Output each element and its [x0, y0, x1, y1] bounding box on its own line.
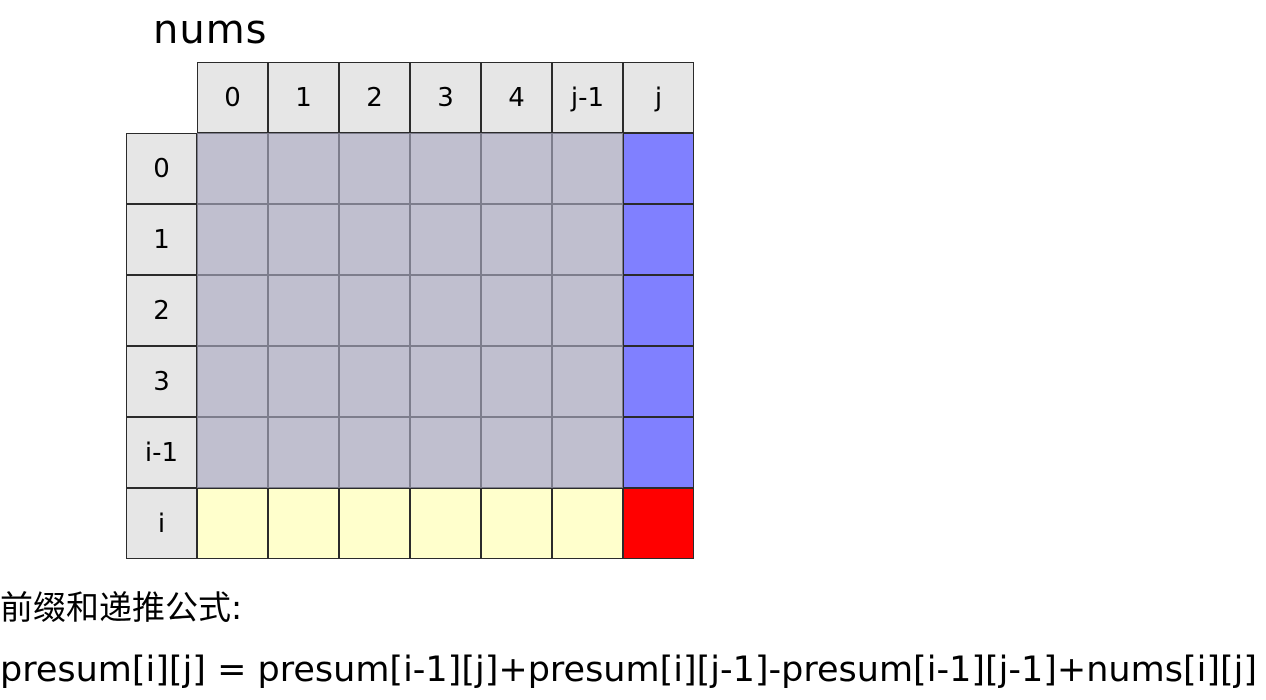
prior-block-cell [268, 204, 339, 275]
row-i-cell [197, 488, 268, 559]
column-header: 4 [481, 62, 552, 133]
column-j-cell [623, 417, 694, 488]
prior-block-cell [197, 417, 268, 488]
prior-block-cell [552, 346, 623, 417]
column-j-cell [623, 204, 694, 275]
prior-block-cell [268, 346, 339, 417]
prior-block-cell [410, 417, 481, 488]
row-header: 1 [126, 204, 197, 275]
column-j-cell [623, 133, 694, 204]
prior-block-cell [339, 417, 410, 488]
prior-block-cell [552, 133, 623, 204]
row-header: 2 [126, 275, 197, 346]
column-header: j [623, 62, 694, 133]
prior-block-cell [481, 204, 552, 275]
prior-block-cell [410, 346, 481, 417]
prior-block-cell [339, 346, 410, 417]
prior-block-cell [339, 204, 410, 275]
column-header: 2 [339, 62, 410, 133]
column-header: 3 [410, 62, 481, 133]
column-j-cell [623, 275, 694, 346]
column-header: 0 [197, 62, 268, 133]
prior-block-cell [481, 346, 552, 417]
prior-block-cell [197, 133, 268, 204]
target-cell [623, 488, 694, 559]
prior-block-cell [339, 133, 410, 204]
row-header: i-1 [126, 417, 197, 488]
prior-block-cell [197, 275, 268, 346]
row-i-cell [339, 488, 410, 559]
row-header: 3 [126, 346, 197, 417]
grid-title: nums [153, 7, 268, 53]
prior-block-cell [481, 275, 552, 346]
prior-block-cell [481, 417, 552, 488]
prior-block-cell [552, 204, 623, 275]
prior-block-cell [268, 275, 339, 346]
row-i-cell [410, 488, 481, 559]
prior-block-cell [410, 133, 481, 204]
prior-block-cell [268, 417, 339, 488]
prior-block-cell [410, 275, 481, 346]
row-i-cell [552, 488, 623, 559]
row-i-cell [268, 488, 339, 559]
recurrence-formula: presum[i][j] = presum[i-1][j]+presum[i][… [0, 650, 1258, 690]
prior-block-cell [410, 204, 481, 275]
formula-heading: 前缀和递推公式: [0, 588, 243, 627]
prior-block-cell [268, 133, 339, 204]
column-header: 1 [268, 62, 339, 133]
row-i-cell [481, 488, 552, 559]
row-header: i [126, 488, 197, 559]
column-j-cell [623, 346, 694, 417]
row-header: 0 [126, 133, 197, 204]
prior-block-cell [481, 133, 552, 204]
prior-block-cell [197, 204, 268, 275]
prior-block-cell [552, 417, 623, 488]
prior-block-cell [339, 275, 410, 346]
prior-block-cell [552, 275, 623, 346]
column-header: j-1 [552, 62, 623, 133]
prior-block-cell [197, 346, 268, 417]
